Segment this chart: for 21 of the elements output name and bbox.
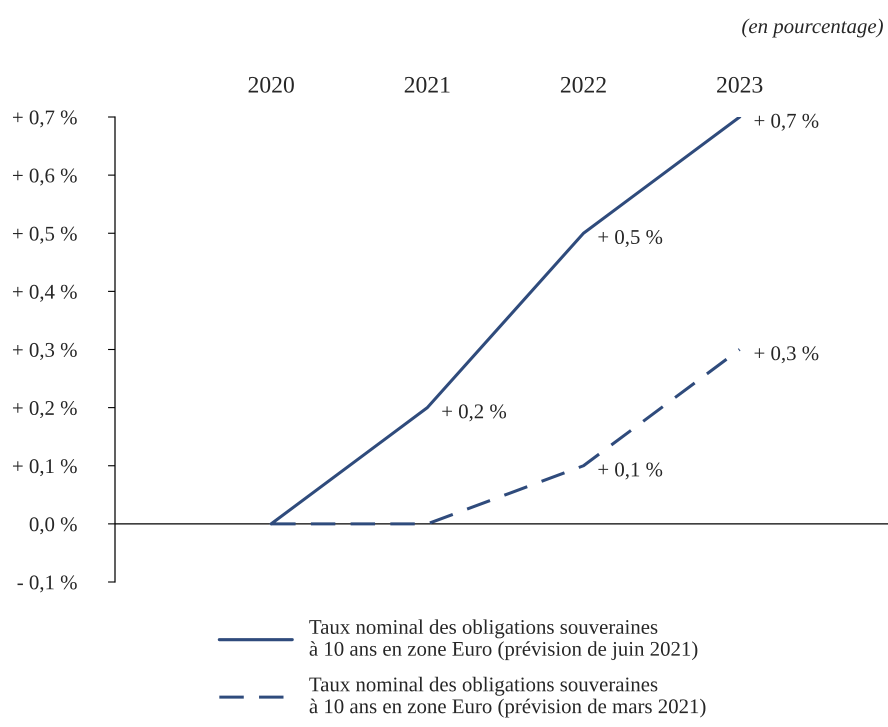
data-label: + 0,3 % <box>754 346 818 364</box>
data-label: + 0,2 % <box>442 404 506 422</box>
y-tick-label: + 0,3 % <box>12 342 77 360</box>
legend-label: Taux nominal des obligations souveraines à 10 ans en zone Euro (prévision de mars 2021) <box>309 676 706 718</box>
y-tick-label: + 0,2 % <box>12 401 77 418</box>
x-tick-label: 2022 <box>560 76 606 93</box>
y-tick-label: + 0,6 % <box>12 168 77 186</box>
y-tick-label: + 0,5 % <box>12 226 77 244</box>
y-tick-label: + 0,1 % <box>12 459 77 476</box>
y-tick-label: + 0,7 % <box>12 110 77 128</box>
x-tick-label: 2021 <box>404 76 450 93</box>
y-tick-label: 0,0 % <box>30 517 77 534</box>
y-tick-label: + 0,4 % <box>12 284 77 302</box>
data-label: + 0,7 % <box>754 114 818 131</box>
data-label: + 0,1 % <box>598 462 662 480</box>
x-tick-label: 2020 <box>248 76 294 93</box>
legend-label: Taux nominal des obligations souveraines à 10 ans en zone Euro (prévision de juin 2021) <box>309 619 698 660</box>
text: (en pourcentage) <box>742 18 883 38</box>
y-tick-label: - 0,1 % <box>18 575 77 592</box>
data-label: + 0,5 % <box>598 230 662 248</box>
x-tick-label: 2023 <box>717 76 762 93</box>
